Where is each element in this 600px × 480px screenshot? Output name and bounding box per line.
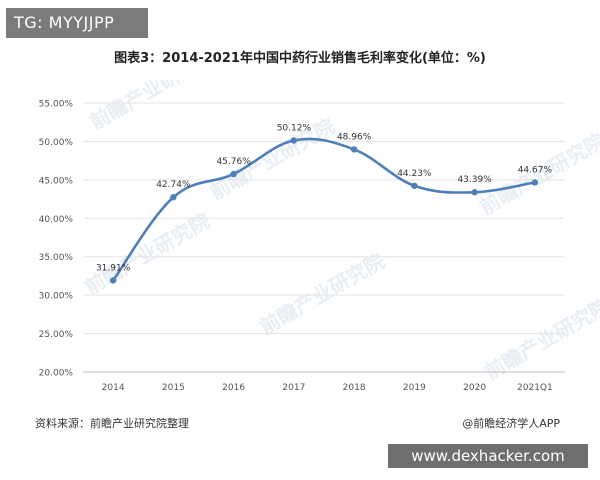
footer-banner: www.dexhacker.com xyxy=(388,444,588,468)
x-tick-label: 2018 xyxy=(343,383,366,393)
x-tick-label: 2014 xyxy=(102,383,125,393)
x-tick-label: 2016 xyxy=(222,383,245,393)
line-chart: 前瞻产业研究院 前瞻产业研究院 前瞻产业研究院 前瞻产业研究院 前瞻产业研究院 … xyxy=(39,44,600,393)
watermark-badge: TG: MYYJJPP xyxy=(6,8,148,38)
y-tick-label: 35.00% xyxy=(39,253,74,263)
y-tick-label: 30.00% xyxy=(39,292,74,302)
data-point xyxy=(350,146,358,153)
data-label: 48.96% xyxy=(337,132,372,142)
watermark-text: 前瞻产业研究院 xyxy=(256,249,389,340)
data-point xyxy=(170,194,177,201)
watermark-text: 前瞻产业研究院 xyxy=(481,294,600,385)
x-tick-label: 2021Q1 xyxy=(517,383,553,393)
x-tick-label: 2019 xyxy=(403,383,426,393)
data-point xyxy=(230,170,237,178)
chart-title: 图表3：2014-2021年中国中药行业销售毛利率变化(单位：%) xyxy=(114,51,486,66)
watermark-text: 前瞻产业研究院 xyxy=(86,80,219,134)
data-label: 45.76% xyxy=(216,157,251,167)
chart-area: 前瞻产业研究院 前瞻产业研究院 前瞻产业研究院 前瞻产业研究院 前瞻产业研究院 … xyxy=(0,44,600,410)
watermark-layer: 前瞻产业研究院 前瞻产业研究院 前瞻产业研究院 前瞻产业研究院 前瞻产业研究院 … xyxy=(81,44,600,385)
y-tick-label: 20.00% xyxy=(39,369,74,379)
data-label: 50.12% xyxy=(277,124,312,134)
series-line xyxy=(111,137,537,282)
y-tick-label: 55.00% xyxy=(39,100,74,110)
data-point xyxy=(109,277,117,284)
y-tick-label: 25.00% xyxy=(39,330,74,340)
credit-text: @前瞻经济学人APP xyxy=(462,417,560,430)
data-point xyxy=(290,137,298,144)
source-note: 资料来源：前瞻产业研究院整理 xyxy=(35,417,189,430)
data-label: 31.91% xyxy=(96,263,131,273)
x-tick-label: 2017 xyxy=(282,383,305,393)
x-tick-label: 2015 xyxy=(162,383,185,393)
y-tick-label: 50.00% xyxy=(39,138,74,148)
data-label: 44.23% xyxy=(397,169,432,179)
x-tick-label: 2020 xyxy=(463,383,486,393)
y-tick-label: 40.00% xyxy=(39,215,74,225)
data-label: 44.67% xyxy=(518,165,553,175)
data-label: 42.74% xyxy=(156,180,191,190)
data-point xyxy=(411,182,418,189)
y-tick-label: 45.00% xyxy=(39,176,74,186)
data-point xyxy=(471,189,478,196)
data-label: 43.39% xyxy=(457,175,492,185)
data-point xyxy=(531,179,539,186)
watermark-text: 前瞻产业研究院 xyxy=(81,209,214,300)
